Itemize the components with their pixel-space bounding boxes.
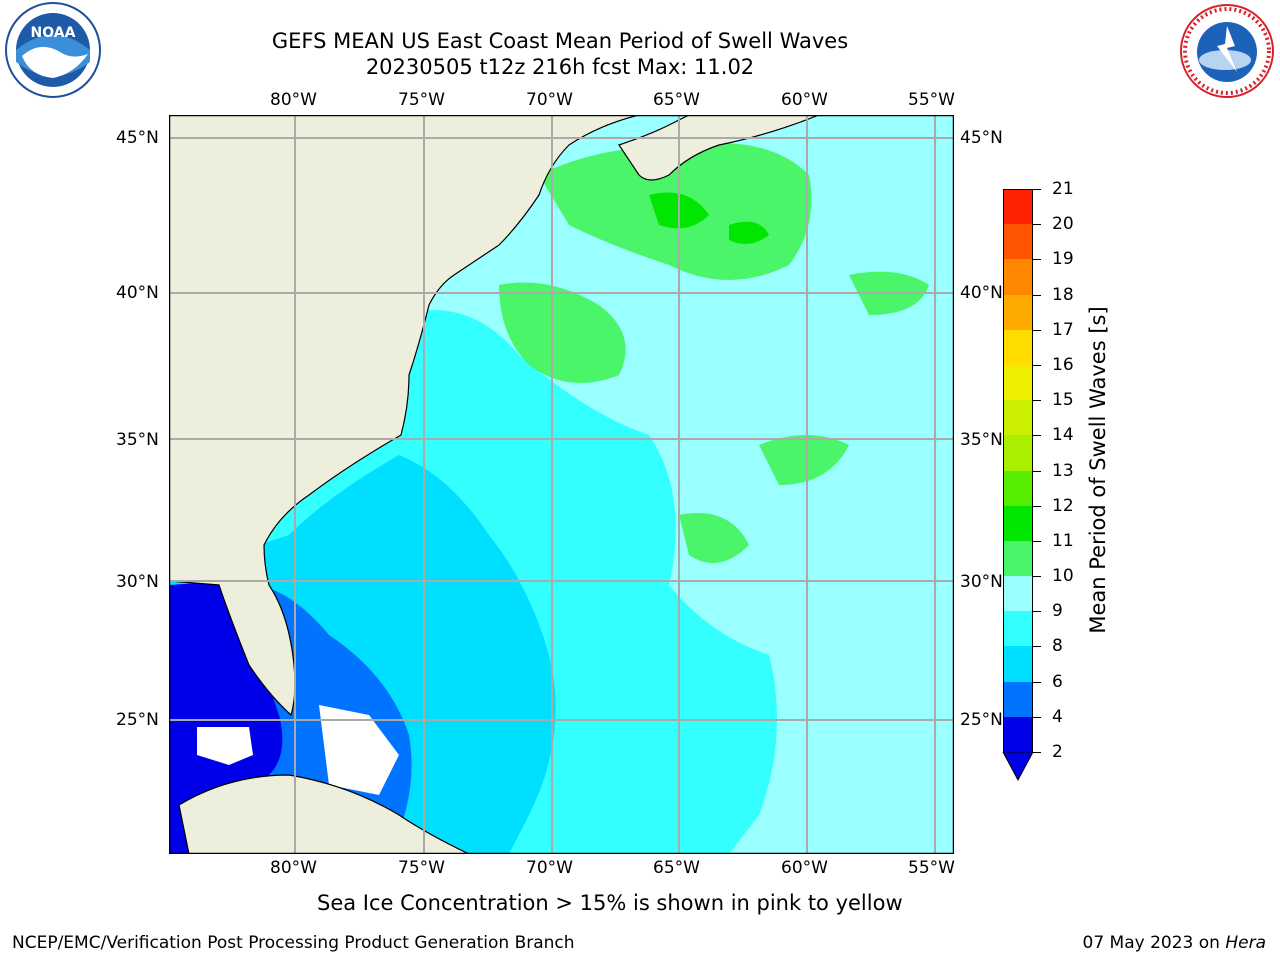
lat-label-left: 40°N xyxy=(116,283,159,303)
colorbar-tick-label: 21 xyxy=(1052,179,1074,199)
colorbar-tick-label: 18 xyxy=(1052,284,1074,305)
period-10-11-patch xyxy=(729,221,769,244)
lon-label-top: 55°W xyxy=(908,90,955,110)
colorbar-tick xyxy=(1033,611,1041,613)
colorbar-tick-label: 13 xyxy=(1052,460,1074,481)
colorbar-segment xyxy=(1003,646,1033,682)
noaa-logo: NOAA xyxy=(5,2,101,98)
colorbar-tick xyxy=(1033,505,1041,507)
colorbar-tick-label: 11 xyxy=(1052,530,1074,551)
colorbar-tick xyxy=(1033,259,1041,261)
colorbar-tick-label: 14 xyxy=(1052,425,1074,446)
lon-label-bottom: 65°W xyxy=(653,858,700,878)
colorbar-tick-label: 16 xyxy=(1052,354,1074,375)
colorbar-tick xyxy=(1033,540,1041,542)
colorbar-tick xyxy=(1033,716,1041,718)
colorbar-tick xyxy=(1033,646,1041,648)
colorbar-tick xyxy=(1033,752,1041,753)
colorbar-segment xyxy=(1003,400,1033,436)
lat-label-left: 25°N xyxy=(116,710,159,730)
colorbar-tick-label: 12 xyxy=(1052,495,1074,516)
colorbar-segment xyxy=(1003,611,1033,647)
chart-title: GEFS MEAN US East Coast Mean Period of S… xyxy=(271,29,849,53)
colorbar-tick-label: 15 xyxy=(1052,390,1074,411)
footer-credit: NCEP/EMC/Verification Post Processing Pr… xyxy=(12,933,575,953)
colorbar-extend-arrow xyxy=(1002,752,1034,782)
footer-date: 07 May 2023 on Hera xyxy=(1083,933,1267,953)
colorbar-segment xyxy=(1003,470,1033,506)
lon-label-top: 75°W xyxy=(398,90,445,110)
colorbar-segment xyxy=(1003,259,1033,295)
colorbar-tick xyxy=(1033,224,1041,226)
colorbar-tick-label: 8 xyxy=(1052,636,1063,657)
missing-data-patch xyxy=(197,727,253,765)
lat-label-right: 30°N xyxy=(960,572,1003,592)
period-9-10-patch xyxy=(759,435,849,485)
swell-period-map xyxy=(169,115,954,854)
colorbar-tick-label: 19 xyxy=(1052,249,1074,270)
colorbar-segment xyxy=(1003,540,1033,577)
colorbar-tick-label: 4 xyxy=(1052,706,1063,727)
map-frame xyxy=(169,115,954,854)
lat-label-left: 45°N xyxy=(116,128,159,148)
colorbar-tick xyxy=(1033,681,1041,683)
colorbar-segment xyxy=(1003,576,1033,612)
colorbar-segment xyxy=(1003,294,1033,330)
colorbar-tick xyxy=(1033,294,1041,296)
colorbar-tick-label: 6 xyxy=(1052,671,1063,692)
colorbar-tick xyxy=(1033,576,1041,578)
lat-label-right: 25°N xyxy=(960,710,1003,730)
missing-data-patch xyxy=(319,705,399,795)
period-9-10-patch xyxy=(679,513,749,563)
lon-label-bottom: 60°W xyxy=(781,858,828,878)
colorbar-tick xyxy=(1033,329,1041,331)
colorbar-tick-label: 20 xyxy=(1052,214,1074,235)
lon-label-top: 80°W xyxy=(270,90,317,110)
lon-label-bottom: 55°W xyxy=(908,858,955,878)
lon-label-bottom: 75°W xyxy=(398,858,445,878)
colorbar-tick xyxy=(1033,364,1041,366)
colorbar-tick-label: 2 xyxy=(1052,742,1063,762)
svg-text:NOAA: NOAA xyxy=(31,25,76,41)
lon-label-bottom: 80°W xyxy=(270,858,317,878)
colorbar-tick-label: 10 xyxy=(1052,566,1074,587)
colorbar-segment xyxy=(1003,716,1033,752)
colorbar-segment xyxy=(1003,435,1033,471)
land-nova-scotia xyxy=(618,115,820,181)
lat-label-left: 30°N xyxy=(116,572,159,592)
colorbar-tick xyxy=(1033,400,1041,402)
colorbar-segment xyxy=(1003,681,1033,717)
land-cuba xyxy=(178,774,470,854)
colorbar-tick xyxy=(1033,189,1041,190)
sea-ice-note: Sea Ice Concentration > 15% is shown in … xyxy=(317,891,903,915)
lon-label-bottom: 70°W xyxy=(526,858,573,878)
land-north-america xyxy=(169,115,640,717)
nws-logo xyxy=(1180,4,1274,98)
colorbar-segment xyxy=(1003,329,1033,365)
colorbar-title: Mean Period of Swell Waves [s] xyxy=(1086,306,1110,634)
lat-label-right: 35°N xyxy=(960,430,1003,450)
lat-label-right: 45°N xyxy=(960,128,1003,148)
colorbar-tick xyxy=(1033,470,1041,472)
graticule xyxy=(169,115,954,854)
footer-date-text: 07 May 2023 on xyxy=(1082,933,1226,953)
period-below-2-gulf xyxy=(169,581,283,815)
lon-label-top: 65°W xyxy=(653,90,700,110)
chart-subtitle: 20230505 t12z 216h fcst Max: 11.02 xyxy=(365,55,755,79)
colorbar-segment xyxy=(1003,224,1033,260)
colorbar-segment xyxy=(1003,505,1033,541)
lon-label-top: 60°W xyxy=(781,90,828,110)
colorbar-tick-label: 9 xyxy=(1052,601,1063,622)
colorbar-tick-label: 17 xyxy=(1052,319,1074,340)
colorbar-segment xyxy=(1003,364,1033,401)
lon-label-top: 70°W xyxy=(526,90,573,110)
lat-label-left: 35°N xyxy=(116,430,159,450)
footer-machine: Hera xyxy=(1225,933,1266,953)
lat-label-right: 40°N xyxy=(960,283,1003,303)
period-9-10-patch xyxy=(499,282,626,383)
colorbar-segment xyxy=(1003,189,1033,225)
colorbar-tick xyxy=(1033,435,1041,437)
